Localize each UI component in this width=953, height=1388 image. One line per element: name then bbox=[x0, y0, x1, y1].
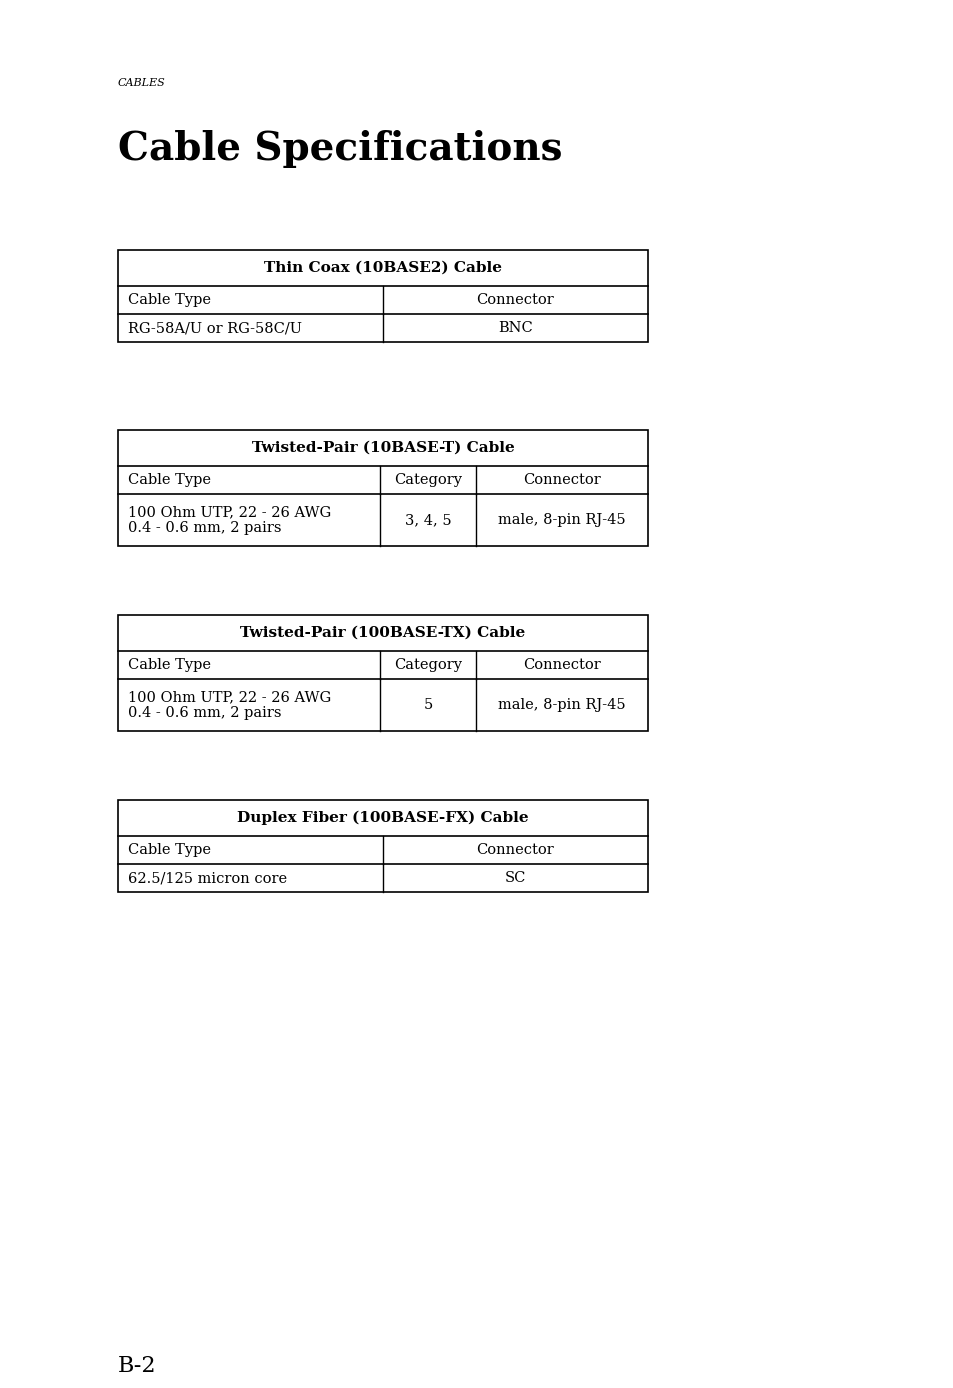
Text: Cable Type: Cable Type bbox=[128, 293, 211, 307]
Text: Twisted-Pair (10BASE-T) Cable: Twisted-Pair (10BASE-T) Cable bbox=[252, 441, 514, 455]
Text: BNC: BNC bbox=[497, 321, 533, 335]
Bar bbox=[118, 799, 647, 892]
Text: 0.4 - 0.6 mm, 2 pairs: 0.4 - 0.6 mm, 2 pairs bbox=[128, 520, 281, 534]
Text: 100 Ohm UTP, 22 - 26 AWG: 100 Ohm UTP, 22 - 26 AWG bbox=[128, 690, 331, 704]
Text: Connector: Connector bbox=[522, 658, 600, 672]
Text: Duplex Fiber (100BASE-FX) Cable: Duplex Fiber (100BASE-FX) Cable bbox=[237, 811, 528, 826]
Bar bbox=[118, 250, 647, 341]
Bar bbox=[118, 615, 647, 731]
Text: Thin Coax (10BASE2) Cable: Thin Coax (10BASE2) Cable bbox=[264, 261, 501, 275]
Text: B-2: B-2 bbox=[118, 1355, 156, 1377]
Text: Category: Category bbox=[394, 473, 461, 487]
Text: CABLES: CABLES bbox=[118, 78, 166, 87]
Text: Cable Type: Cable Type bbox=[128, 843, 211, 856]
Text: 5: 5 bbox=[423, 698, 433, 712]
Bar bbox=[118, 430, 647, 545]
Text: Category: Category bbox=[394, 658, 461, 672]
Text: RG-58A/U or RG-58C/U: RG-58A/U or RG-58C/U bbox=[128, 321, 302, 335]
Text: Connector: Connector bbox=[476, 293, 554, 307]
Text: Twisted-Pair (100BASE-TX) Cable: Twisted-Pair (100BASE-TX) Cable bbox=[240, 626, 525, 640]
Text: Connector: Connector bbox=[522, 473, 600, 487]
Text: SC: SC bbox=[504, 872, 526, 886]
Text: male, 8-pin RJ-45: male, 8-pin RJ-45 bbox=[497, 514, 625, 527]
Text: 100 Ohm UTP, 22 - 26 AWG: 100 Ohm UTP, 22 - 26 AWG bbox=[128, 505, 331, 519]
Text: Connector: Connector bbox=[476, 843, 554, 856]
Text: Cable Type: Cable Type bbox=[128, 658, 211, 672]
Text: Cable Specifications: Cable Specifications bbox=[118, 130, 562, 168]
Text: 3, 4, 5: 3, 4, 5 bbox=[404, 514, 451, 527]
Text: male, 8-pin RJ-45: male, 8-pin RJ-45 bbox=[497, 698, 625, 712]
Text: 0.4 - 0.6 mm, 2 pairs: 0.4 - 0.6 mm, 2 pairs bbox=[128, 706, 281, 720]
Text: Cable Type: Cable Type bbox=[128, 473, 211, 487]
Text: 62.5/125 micron core: 62.5/125 micron core bbox=[128, 872, 287, 886]
